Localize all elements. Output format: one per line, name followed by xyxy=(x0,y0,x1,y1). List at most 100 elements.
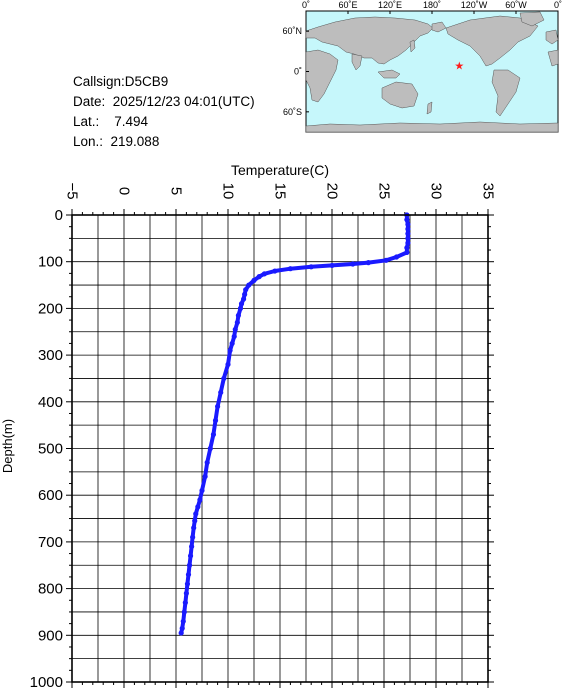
location-map: 0˚ 60˚E 120˚E 180˚ 120˚W 60˚W 0˚ 60˚N 0˚ 60˚S ★ xyxy=(282,0,562,133)
land-west-africa-edge xyxy=(547,49,559,67)
data-point xyxy=(182,600,188,606)
data-point xyxy=(199,487,205,494)
y-tick-label: 700 xyxy=(38,534,63,551)
data-point xyxy=(180,618,186,624)
data-point xyxy=(186,562,193,568)
data-point xyxy=(238,301,245,307)
land-new-zealand xyxy=(426,101,433,115)
x-tick-label: 20 xyxy=(324,183,341,200)
data-point xyxy=(287,266,293,272)
data-point xyxy=(210,431,217,438)
x-tick-label: 10 xyxy=(220,183,237,200)
y-tick-label: 400 xyxy=(38,394,63,411)
data-point xyxy=(191,525,197,531)
data-point xyxy=(251,277,257,283)
data-point xyxy=(187,553,194,559)
data-point xyxy=(190,534,196,540)
latitude-text: Lat.: 7.494 xyxy=(73,114,149,129)
data-point xyxy=(308,264,314,270)
x-tick-label: 25 xyxy=(376,183,393,200)
data-point xyxy=(212,417,219,424)
data-point xyxy=(225,361,231,368)
data-point xyxy=(189,543,195,550)
data-point xyxy=(184,581,191,587)
data-point xyxy=(393,254,400,260)
callsign-text: Callsign:D5CB9 xyxy=(73,74,169,89)
land-eurasia xyxy=(305,16,434,65)
data-point xyxy=(405,231,411,237)
data-point xyxy=(195,504,201,510)
plot-frame xyxy=(71,214,489,683)
longitude-text: Lon.: 219.088 xyxy=(73,134,160,149)
map-lon-label: 0˚ xyxy=(302,0,310,10)
y-tick-label: 300 xyxy=(38,347,63,364)
data-point xyxy=(405,221,411,227)
map-lon-label: 60˚W xyxy=(505,0,527,10)
data-point xyxy=(181,609,187,615)
data-point xyxy=(215,403,221,410)
data-point xyxy=(404,249,410,255)
x-tick-label: 35 xyxy=(480,183,497,200)
chart-grid xyxy=(71,214,489,683)
y-tick-label: 800 xyxy=(38,581,63,598)
data-point xyxy=(404,245,410,251)
y-tick-label: 0 xyxy=(55,207,63,224)
land-east-siberia xyxy=(431,21,447,33)
map-lon-label: 0˚ xyxy=(554,0,562,10)
data-point xyxy=(204,459,210,466)
land-japan xyxy=(409,39,416,53)
data-point xyxy=(405,240,411,246)
map-landmasses xyxy=(305,11,559,133)
data-point xyxy=(241,296,247,302)
map-lon-label: 180˚ xyxy=(423,0,441,10)
data-point xyxy=(261,271,267,277)
data-point xyxy=(272,268,278,274)
data-point xyxy=(232,326,238,333)
data-point xyxy=(221,375,227,382)
land-africa xyxy=(305,49,339,103)
profile-info: Callsign:D5CB9 Date: 2025/12/23 04:01(UT… xyxy=(73,72,255,152)
station-marker: ★ xyxy=(454,60,464,72)
data-point xyxy=(179,625,185,631)
data-point xyxy=(197,497,203,503)
land-australia xyxy=(381,81,419,109)
data-point xyxy=(234,319,240,326)
data-point xyxy=(229,340,235,347)
data-point xyxy=(178,630,184,636)
data-point xyxy=(246,282,252,288)
y-tick-label: 1000 xyxy=(30,674,63,690)
data-point xyxy=(207,445,213,452)
map-lat-label: 0˚ xyxy=(294,67,302,77)
map-lat-label: 60˚N xyxy=(282,26,302,36)
y-tick-label: 100 xyxy=(38,254,63,271)
x-tick-label: 0 xyxy=(116,187,133,195)
data-point xyxy=(242,291,248,297)
y-tick-label: 600 xyxy=(38,487,63,504)
data-point xyxy=(227,347,233,354)
x-tick-label: 15 xyxy=(272,183,289,200)
x-tick-label: 5 xyxy=(168,187,185,195)
data-point xyxy=(193,511,199,517)
data-point xyxy=(365,260,371,266)
data-point xyxy=(231,333,237,340)
data-point xyxy=(235,312,241,319)
data-point xyxy=(192,518,198,524)
x-tick-label: −5 xyxy=(64,182,81,199)
data-point xyxy=(237,305,244,311)
data-point xyxy=(329,262,335,269)
temperature-profile-series xyxy=(178,212,411,636)
data-point xyxy=(256,274,262,280)
land-west-europe xyxy=(545,29,559,45)
map-lon-label: 60˚E xyxy=(338,0,357,10)
data-point xyxy=(185,571,192,578)
chart-tick-labels: −5 0 5 10 15 20 25 30 35010020030040050060070080… xyxy=(30,182,497,690)
land-india xyxy=(351,53,363,71)
land-north-america xyxy=(445,15,539,67)
data-point xyxy=(202,473,208,480)
data-point xyxy=(350,261,356,267)
data-point xyxy=(405,226,411,232)
y-tick-label: 500 xyxy=(38,441,63,458)
data-point xyxy=(405,235,411,241)
profile-line xyxy=(179,213,410,635)
x-tick-label: 30 xyxy=(428,183,445,200)
